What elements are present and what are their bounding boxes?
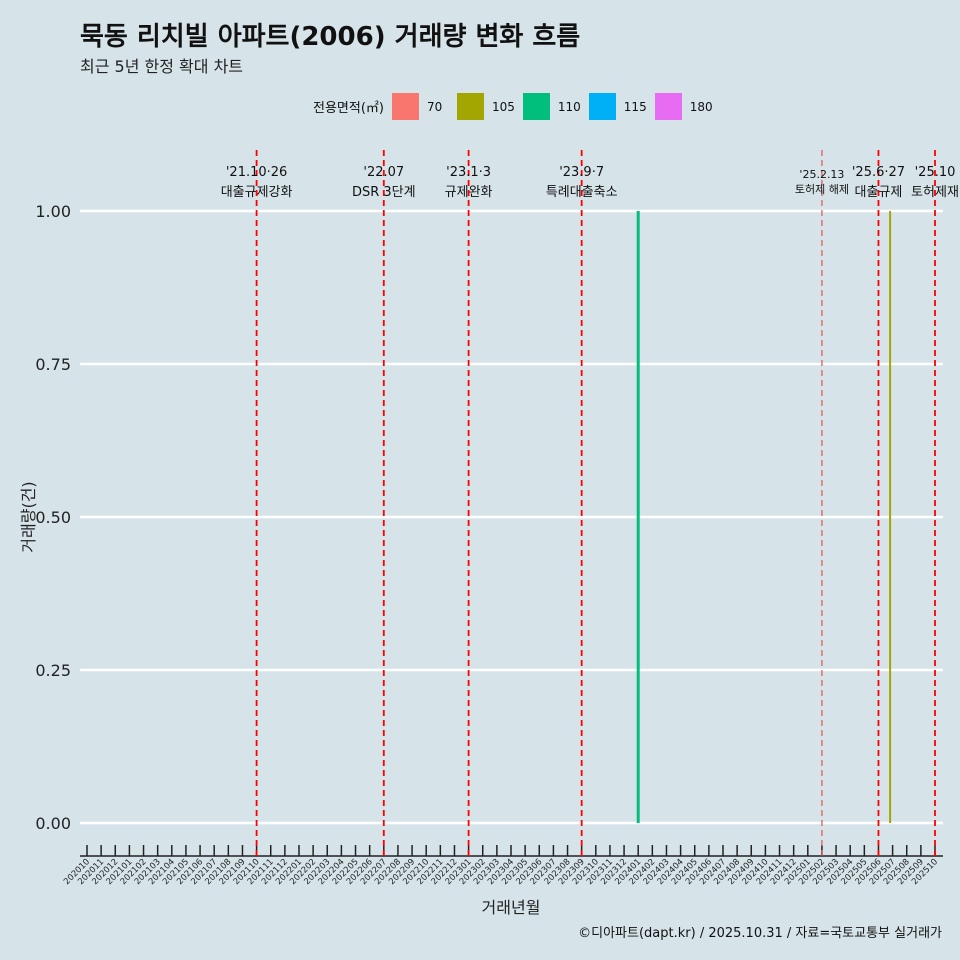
legend-item: 180 <box>654 93 717 120</box>
chart-title: 묵동 리치빌 아파트(2006) 거래량 변화 흐름 <box>80 22 581 52</box>
x-axis-label: 거래년월 <box>482 898 541 917</box>
event-label: 특례대출축소 <box>546 185 618 200</box>
event-date: '25.6·27 <box>852 165 905 180</box>
legend-swatch <box>391 93 419 120</box>
legend-title: 전용면적(㎡) <box>313 101 384 116</box>
legend-swatch <box>456 93 484 120</box>
legend-swatch <box>588 93 616 120</box>
legend-item: 105 <box>456 93 519 120</box>
event-date: '23.1·3 <box>446 165 491 180</box>
event-label: 토허제재 <box>911 185 959 200</box>
legend-item: 110 <box>522 93 585 120</box>
y-axis-label: 거래량(건) <box>19 481 38 552</box>
legend-label: 70 <box>426 99 443 114</box>
legend: 전용면적(㎡) 70 105 110 115 180 <box>313 93 721 120</box>
event-label: 대출규제강화 <box>221 185 293 200</box>
legend-swatch <box>654 93 682 120</box>
legend-item: 70 <box>391 93 453 120</box>
legend-swatch <box>522 93 550 120</box>
event-label: 규제완화 <box>445 185 493 200</box>
y-tick-label: 0.00 <box>35 814 71 833</box>
event-date: '25.10 <box>915 165 956 180</box>
legend-label: 105 <box>491 99 515 114</box>
caption: ©디아파트(dapt.kr) / 2025.10.31 / 자료=국토교통부 실… <box>578 926 942 941</box>
event-date: '21.10·26 <box>226 165 287 180</box>
y-tick-label: 0.75 <box>35 355 71 374</box>
event-label: DSR 3단계 <box>352 185 416 200</box>
legend-label: 180 <box>689 99 713 114</box>
y-tick-label: 0.50 <box>35 508 71 527</box>
event-label: 토허제 해제 <box>795 182 849 196</box>
y-tick-label: 1.00 <box>35 202 71 221</box>
chart-subtitle: 최근 5년 한정 확대 차트 <box>80 57 244 76</box>
legend-label: 110 <box>557 99 581 114</box>
event-date: '23.9·7 <box>559 165 604 180</box>
legend-item: 115 <box>588 93 651 120</box>
event-date: '22.07 <box>363 165 404 180</box>
event-label: 대출규제 <box>855 185 903 200</box>
legend-label: 115 <box>623 99 647 114</box>
event-date: '25.2.13 <box>799 168 844 181</box>
y-tick-label: 0.25 <box>35 661 71 680</box>
